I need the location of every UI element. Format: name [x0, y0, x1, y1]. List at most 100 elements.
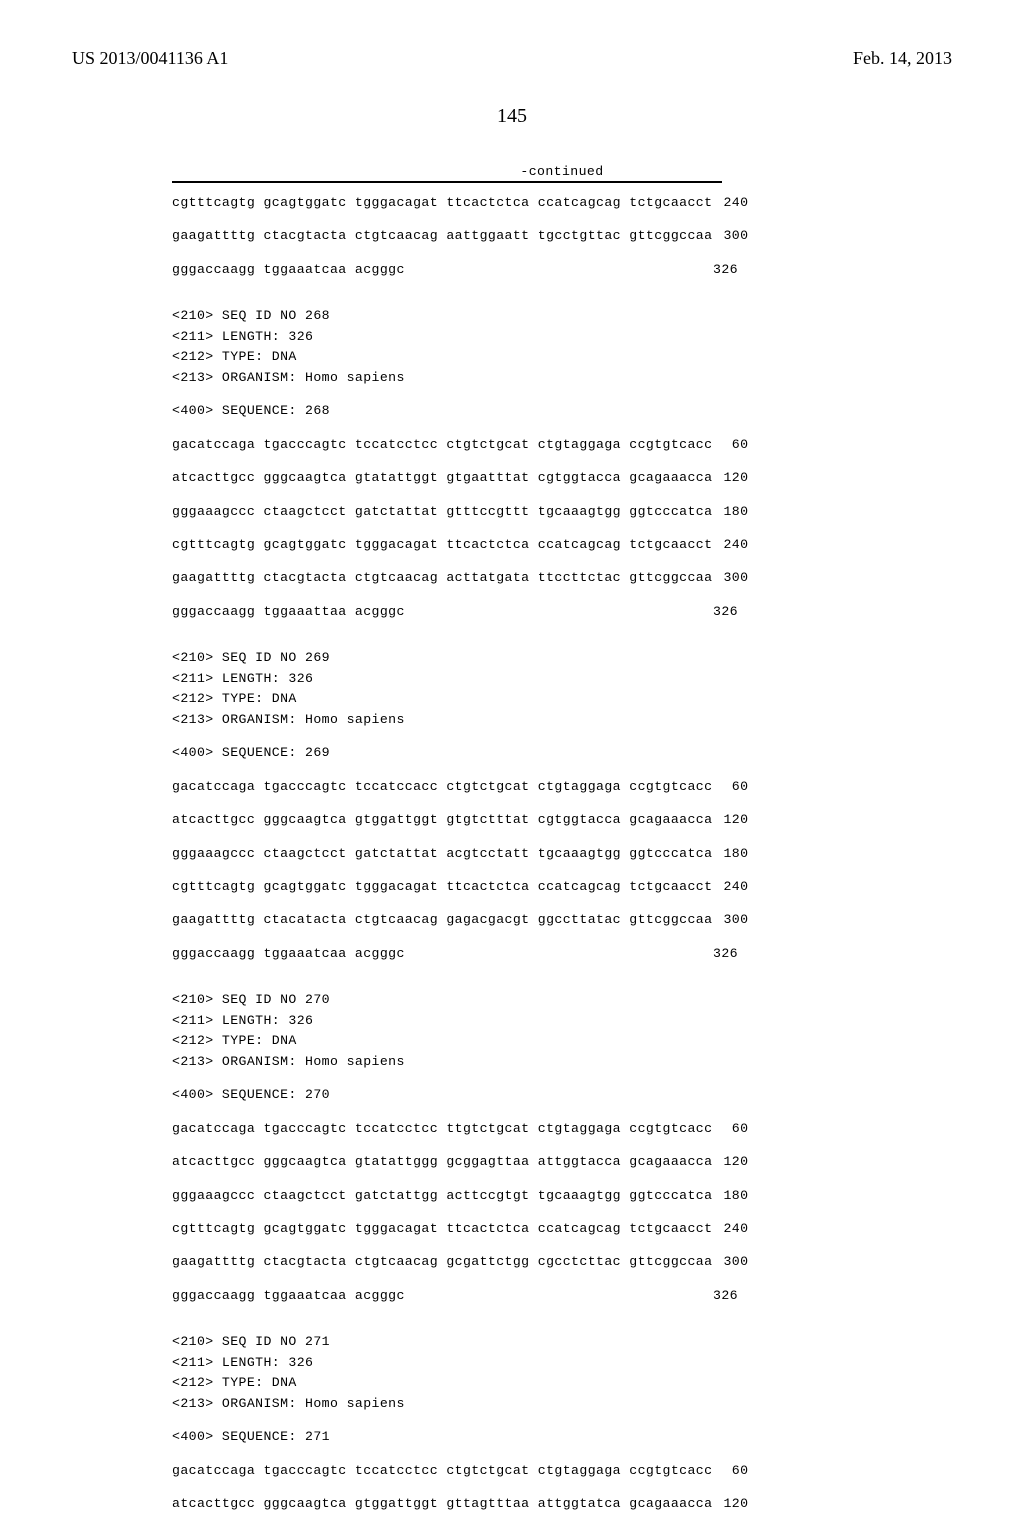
- sequence-bases: atcacttgcc gggcaagtca gtggattggt gttagtt…: [172, 1494, 712, 1514]
- spacer: [172, 1106, 952, 1119]
- sequence-bases: gaagattttg ctacatacta ctgtcaacag gagacga…: [172, 910, 712, 930]
- sequence-bases: cgtttcagtg gcagtggatc tgggacagat ttcactc…: [172, 535, 712, 555]
- sequence-line: gggaccaagg tggaaatcaa acgggc326: [172, 944, 738, 964]
- sequence-listing: -continued cgtttcagtg gcagtggatc tgggaca…: [172, 164, 952, 1514]
- publication-number: US 2013/0041136 A1: [72, 48, 228, 69]
- sequence-bases: gggaccaagg tggaaatcaa acgggc: [172, 1286, 405, 1306]
- sequence-line: cgtttcagtg gcagtggatc tgggacagat ttcactc…: [172, 1219, 738, 1239]
- sequence-bases: gggaaagccc ctaagctcct gatctattat acgtcct…: [172, 844, 712, 864]
- sequence-position: 120: [712, 468, 748, 488]
- sequence-line: gacatccaga tgacccagtc tccatcctcc ctgtctg…: [172, 1461, 738, 1481]
- sequence-position: 60: [712, 1119, 748, 1139]
- sequence-meta-line: <210> SEQ ID NO 268: [172, 306, 952, 326]
- spacer: [172, 1206, 952, 1219]
- spacer: [172, 764, 952, 777]
- spacer: [172, 1072, 952, 1085]
- sequence-bases: gaagattttg ctacgtacta ctgtcaacag aattgga…: [172, 226, 712, 246]
- sequence-line: gggaccaagg tggaaattaa acgggc 326: [172, 602, 738, 622]
- sequence-meta-line: <212> TYPE: DNA: [172, 347, 952, 367]
- sequence-line: cgtttcagtg gcagtggatc tgggacagat ttcactc…: [172, 535, 738, 555]
- sequence-line: atcacttgcc gggcaagtca gtatattggt gtgaatt…: [172, 468, 738, 488]
- sequence-line: gggaccaagg tggaaatcaa acgggc 326: [172, 1286, 738, 1306]
- sequence-position: 240: [712, 535, 748, 555]
- sequence-position: 240: [712, 877, 748, 897]
- sequence-bases: gacatccaga tgacccagtc tccatcctcc ttgtctg…: [172, 1119, 712, 1139]
- sequence-line: gggaaagccc ctaagctcct gatctattat acgtcct…: [172, 844, 738, 864]
- sequence-line: gggaaagccc ctaagctcct gatctattgg acttccg…: [172, 1186, 738, 1206]
- sequence-position: 326: [702, 602, 738, 622]
- sequence-meta-line: <213> ORGANISM: Homo sapiens: [172, 1052, 952, 1072]
- sequence-bases: atcacttgcc gggcaagtca gtatattggg gcggagt…: [172, 1152, 712, 1172]
- sequence-line: cgtttcagtg gcagtggatc tgggacagat ttcactc…: [172, 193, 738, 213]
- sequence-position: 300: [712, 226, 748, 246]
- sequence-meta-line: <210> SEQ ID NO 271: [172, 1332, 952, 1352]
- sequence-meta-line: <400> SEQUENCE: 269: [172, 743, 952, 763]
- sequence-meta-line: <212> TYPE: DNA: [172, 1031, 952, 1051]
- sequence-meta-line: <210> SEQ ID NO 270: [172, 990, 952, 1010]
- spacer: [172, 1139, 952, 1152]
- spacer: [172, 797, 952, 810]
- sequence-meta-line: <211> LENGTH: 326: [172, 669, 952, 689]
- spacer: [172, 1273, 952, 1286]
- section-rule: [172, 181, 722, 183]
- spacer: [172, 931, 952, 944]
- spacer: [172, 1481, 952, 1494]
- sequence-bases: gaagattttg ctacgtacta ctgtcaacag acttatg…: [172, 568, 712, 588]
- spacer: [172, 635, 952, 648]
- page-header: US 2013/0041136 A1 Feb. 14, 2013: [72, 48, 952, 69]
- spacer: [172, 964, 952, 977]
- spacer: [172, 864, 952, 877]
- spacer: [172, 213, 952, 226]
- sequence-bases: cgtttcagtg gcagtggatc tgggacagat ttcactc…: [172, 877, 712, 897]
- spacer: [172, 280, 952, 293]
- sequence-line: gaagattttg ctacgtacta ctgtcaacag gcgattc…: [172, 1252, 738, 1272]
- sequence-bases: gggaccaagg tggaaattaa acgggc: [172, 602, 405, 622]
- sequence-content: cgtttcagtg gcagtggatc tgggacagat ttcactc…: [172, 193, 952, 1514]
- sequence-position: 326: [702, 260, 738, 280]
- sequence-position: 120: [712, 1152, 748, 1172]
- sequence-line: atcacttgcc gggcaagtca gtatattggg gcggagt…: [172, 1152, 738, 1172]
- sequence-line: cgtttcagtg gcagtggatc tgggacagat ttcactc…: [172, 877, 738, 897]
- sequence-meta-line: <211> LENGTH: 326: [172, 1011, 952, 1031]
- sequence-position: 326: [702, 1286, 738, 1306]
- sequence-bases: gacatccaga tgacccagtc tccatccacc ctgtctg…: [172, 777, 712, 797]
- sequence-line: gacatccaga tgacccagtc tccatccacc ctgtctg…: [172, 777, 738, 797]
- spacer: [172, 422, 952, 435]
- sequence-position: 60: [712, 777, 748, 797]
- spacer: [172, 522, 952, 535]
- sequence-meta-line: <213> ORGANISM: Homo sapiens: [172, 1394, 952, 1414]
- sequence-meta-line: <400> SEQUENCE: 270: [172, 1085, 952, 1105]
- sequence-bases: gacatccaga tgacccagtc tccatcctcc ctgtctg…: [172, 435, 712, 455]
- spacer: [172, 622, 952, 635]
- sequence-line: gggaccaagg tggaaatcaa acgggc 326: [172, 260, 738, 280]
- sequence-line: gaagattttg ctacgtacta ctgtcaacag acttatg…: [172, 568, 738, 588]
- spacer: [172, 1414, 952, 1427]
- spacer: [172, 1239, 952, 1252]
- spacer: [172, 489, 952, 502]
- spacer: [172, 831, 952, 844]
- sequence-bases: cgtttcagtg gcagtggatc tgggacagat ttcactc…: [172, 193, 712, 213]
- sequence-bases: gaagattttg ctacgtacta ctgtcaacag gcgattc…: [172, 1252, 712, 1272]
- sequence-position: 240: [712, 193, 748, 213]
- spacer: [172, 293, 952, 306]
- sequence-bases: cgtttcagtg gcagtggatc tgggacagat ttcactc…: [172, 1219, 712, 1239]
- sequence-meta-line: <213> ORGANISM: Homo sapiens: [172, 368, 952, 388]
- sequence-position: 60: [712, 1461, 748, 1481]
- spacer: [172, 247, 952, 260]
- sequence-bases: gacatccaga tgacccagtc tccatcctcc ctgtctg…: [172, 1461, 712, 1481]
- sequence-position: 300: [712, 1252, 748, 1272]
- page-root: US 2013/0041136 A1 Feb. 14, 2013 145 -co…: [0, 0, 1024, 1320]
- spacer: [172, 897, 952, 910]
- sequence-position: 180: [712, 502, 748, 522]
- sequence-position: 240: [712, 1219, 748, 1239]
- spacer: [172, 1319, 952, 1332]
- publication-date: Feb. 14, 2013: [853, 48, 952, 69]
- sequence-bases: gggaccaagg tggaaatcaa acgggc: [172, 260, 405, 280]
- spacer: [172, 589, 952, 602]
- sequence-position: 300: [712, 910, 748, 930]
- sequence-meta-line: <400> SEQUENCE: 271: [172, 1427, 952, 1447]
- sequence-bases: atcacttgcc gggcaagtca gtatattggt gtgaatt…: [172, 468, 712, 488]
- sequence-position: 60: [712, 435, 748, 455]
- sequence-position: 180: [712, 1186, 748, 1206]
- sequence-position: 120: [712, 1494, 748, 1514]
